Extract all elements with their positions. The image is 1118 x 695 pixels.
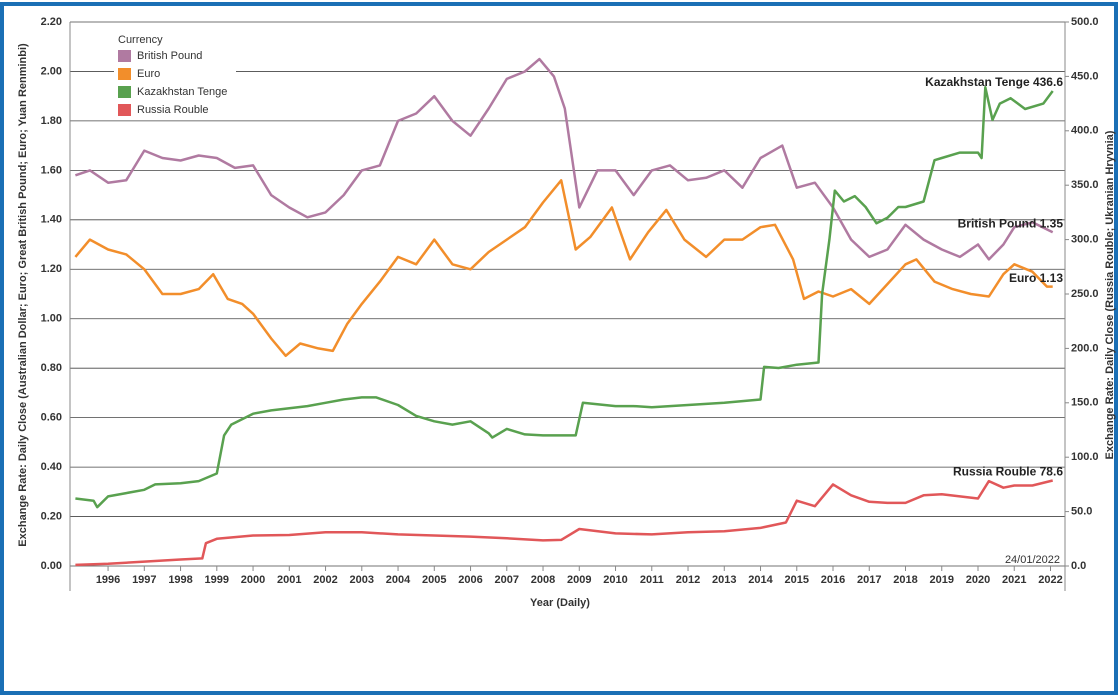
series-line xyxy=(74,179,1053,358)
y2-tick-label: 450.0 xyxy=(1071,70,1099,82)
y2-tick-label: 250.0 xyxy=(1071,288,1099,300)
end-label: Euro 1.13 xyxy=(1009,271,1063,285)
series-line xyxy=(74,57,1054,261)
legend-label: Euro xyxy=(137,68,160,80)
x-tick-label: 2000 xyxy=(241,574,265,586)
x-tick-label: 1996 xyxy=(96,574,120,586)
legend-swatch xyxy=(118,86,131,98)
y2-tick-label: 350.0 xyxy=(1071,179,1099,191)
x-tick-label: 2009 xyxy=(567,574,591,586)
y-tick-label: 1.40 xyxy=(41,214,62,226)
x-axis-title: Year (Daily) xyxy=(530,597,590,609)
series-line xyxy=(75,479,1053,567)
y-tick-label: 1.80 xyxy=(41,115,62,127)
x-tick-label: 2016 xyxy=(821,574,845,586)
legend-label: British Pound xyxy=(137,50,202,62)
y2-tick-label: 500.0 xyxy=(1071,16,1099,28)
end-label: Kazakhstan Tenge 436.6 xyxy=(925,75,1063,89)
x-tick-label: 2006 xyxy=(458,574,482,586)
y-tick-label: 0.40 xyxy=(41,461,62,473)
y-tick-label: 0.80 xyxy=(41,362,62,374)
x-tick-label: 2022 xyxy=(1038,574,1062,586)
x-tick-label: 2002 xyxy=(313,574,337,586)
x-tick-label: 2017 xyxy=(857,574,881,586)
legend-box xyxy=(114,32,236,120)
legend-swatch xyxy=(118,68,131,80)
y-tick-label: 0.00 xyxy=(41,560,62,572)
y-tick-label: 1.20 xyxy=(41,263,62,275)
x-tick-label: 2018 xyxy=(893,574,917,586)
legend-swatch xyxy=(118,50,131,62)
y-tick-label: 0.60 xyxy=(41,412,62,424)
x-tick-label: 2012 xyxy=(676,574,700,586)
x-tick-label: 2004 xyxy=(386,574,411,586)
y2-tick-label: 200.0 xyxy=(1071,342,1099,354)
x-tick-label: 1997 xyxy=(132,574,156,586)
x-tick-label: 2020 xyxy=(966,574,990,586)
legend-label: Russia Rouble xyxy=(137,104,209,116)
x-tick-label: 2008 xyxy=(531,574,555,586)
series-line xyxy=(75,86,1054,509)
x-tick-label: 2013 xyxy=(712,574,736,586)
x-tick-label: 2019 xyxy=(930,574,954,586)
end-label: British Pound 1.35 xyxy=(958,216,1064,230)
x-tick-label: 2007 xyxy=(495,574,519,586)
x-tick-label: 2011 xyxy=(640,574,664,586)
y-tick-label: 2.20 xyxy=(41,16,62,28)
y2-tick-label: 400.0 xyxy=(1071,125,1099,137)
y2-tick-label: 300.0 xyxy=(1071,234,1099,246)
y2-axis-title: Exchange Rate: Daily Close (Russia Roubl… xyxy=(1104,130,1116,459)
y2-tick-label: 0.0 xyxy=(1071,560,1086,572)
x-tick-label: 1999 xyxy=(205,574,229,586)
x-tick-label: 2005 xyxy=(422,574,446,586)
x-tick-label: 2001 xyxy=(277,574,301,586)
y-tick-label: 2.00 xyxy=(41,65,62,77)
y2-tick-label: 100.0 xyxy=(1071,451,1099,463)
y-tick-label: 1.60 xyxy=(41,164,62,176)
x-tick-label: 1998 xyxy=(168,574,192,586)
end-label: Russia Rouble 78.6 xyxy=(953,465,1063,479)
x-tick-label: 2010 xyxy=(603,574,627,586)
legend-label: Kazakhstan Tenge xyxy=(137,86,227,98)
legend-swatch xyxy=(118,104,131,116)
y2-tick-label: 50.0 xyxy=(1071,506,1092,518)
x-tick-label: 2015 xyxy=(785,574,809,586)
x-tick-label: 2021 xyxy=(1002,574,1026,586)
x-tick-label: 2003 xyxy=(350,574,374,586)
y-tick-label: 0.20 xyxy=(41,510,62,522)
legend-title: Currency xyxy=(118,34,163,46)
x-tick-label: 2014 xyxy=(748,574,773,586)
y2-tick-label: 150.0 xyxy=(1071,397,1099,409)
y-axis-title: Exchange Rate: Daily Close (Australian D… xyxy=(17,43,29,547)
y-tick-label: 1.00 xyxy=(41,313,62,325)
annotation: 24/01/2022 xyxy=(1005,554,1060,566)
